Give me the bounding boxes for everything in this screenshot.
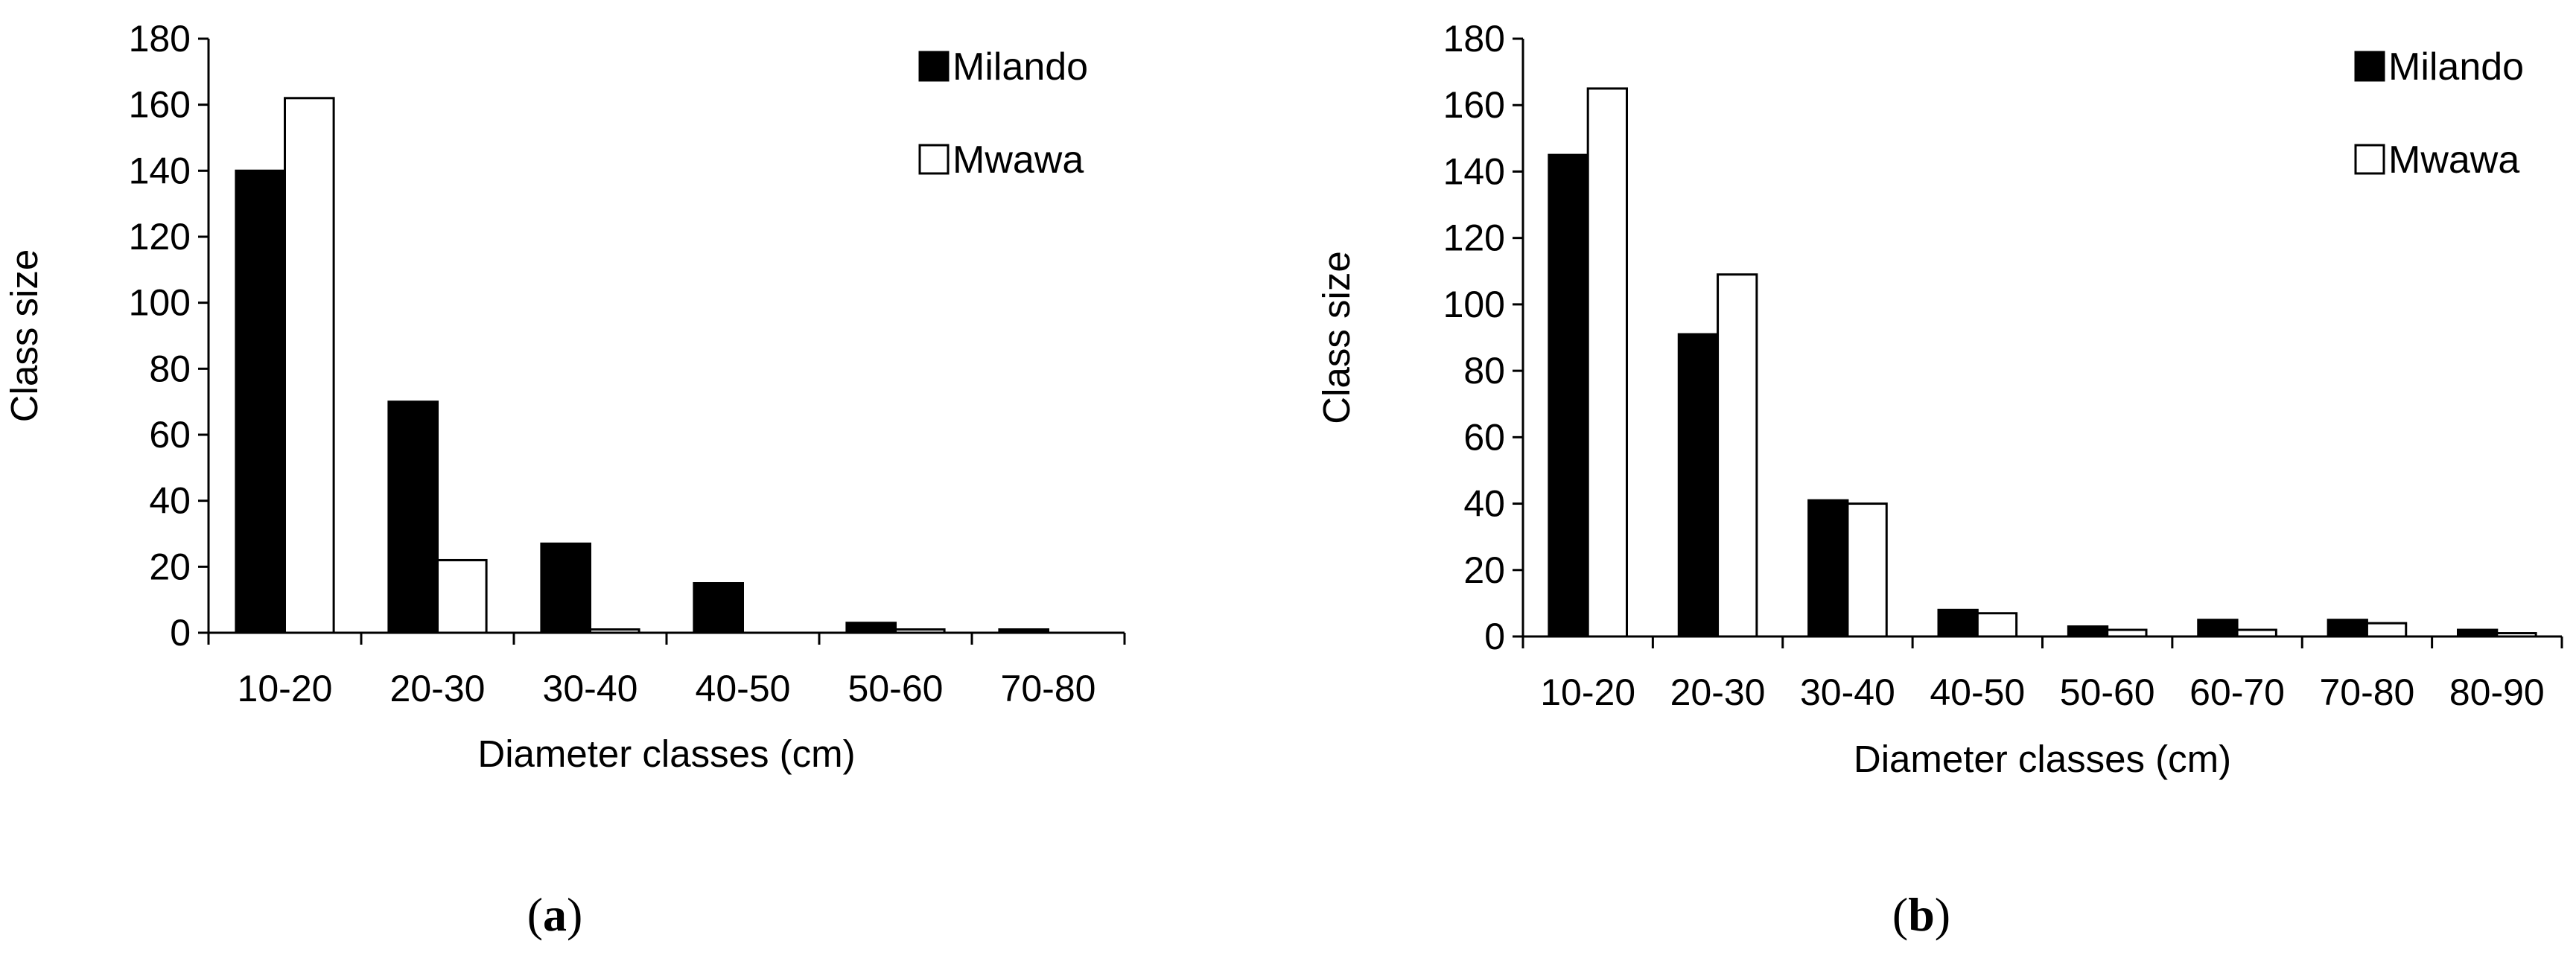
bar-mwawa-20-30 [1717,273,1758,638]
y-tick-label: 0 [1484,616,1505,657]
x-tick-label: 30-40 [1800,671,1895,713]
y-tick-label: 60 [149,414,191,456]
x-tick-label: 30-40 [543,668,638,709]
y-tick-label: 20 [1463,549,1505,591]
bar-mwawa-20-30 [436,558,488,634]
bar-milando-30-40 [1807,499,1849,638]
legend-swatch-mwawa [918,144,950,175]
y-axis-title: Class size [1315,251,1358,424]
bar-milando-50-60 [2067,625,2109,638]
legend-swatch-mwawa [2354,144,2385,175]
bar-milando-30-40 [540,542,592,634]
bar-milando-70-80 [2327,619,2368,638]
y-tick-label: 80 [149,348,191,389]
x-tick-label: 20-30 [1670,671,1766,713]
x-tick-label: 10-20 [238,668,333,709]
legend-swatch-milando [2354,51,2385,82]
bar-mwawa-80-90 [2496,632,2537,638]
bar-mwawa-50-60 [2106,628,2148,638]
bar-milando-80-90 [2457,628,2499,638]
panel-caption-a: (a) [527,888,583,941]
x-tick-label: 50-60 [2060,671,2155,713]
y-tick-label: 120 [1443,217,1505,259]
x-axis-title: Diameter classes (cm) [477,733,855,775]
y-axis-title: Class size [3,249,45,422]
legend-label-mwawa: Mwawa [953,138,1084,182]
y-tick-label: 40 [149,480,191,522]
y-tick-label: 100 [1443,284,1505,325]
bar-milando-40-50 [693,582,745,634]
bar-mwawa-50-60 [894,628,946,634]
x-tick-label: 60-70 [2189,671,2285,713]
bar-milando-70-80 [998,628,1050,634]
bar-milando-40-50 [1937,608,1979,638]
bar-milando-60-70 [2197,619,2239,638]
y-tick-label: 20 [149,546,191,587]
bar-mwawa-30-40 [589,628,640,634]
y-tick-label: 120 [129,216,191,258]
y-tick-label: 0 [170,612,191,654]
legend-label-milando: Milando [953,45,1088,89]
x-tick-label: 80-90 [2449,671,2545,713]
bar-milando-50-60 [845,622,897,634]
bar-mwawa-70-80 [2365,622,2408,638]
bar-mwawa-30-40 [1846,502,1888,638]
y-tick-label: 40 [1463,483,1505,525]
x-tick-label: 40-50 [1930,671,2025,713]
y-tick-label: 140 [1443,150,1505,192]
legend-label-mwawa: Mwawa [2388,138,2519,182]
y-tick-label: 180 [129,18,191,60]
bar-milando-20-30 [387,400,439,634]
panel-caption-b: (b) [1892,888,1950,941]
y-tick-label: 160 [1443,84,1505,126]
bar-milando-10-20 [235,169,286,634]
bar-mwawa-60-70 [2236,628,2277,638]
chart-b: 0 20 40 60 80 100 120 140 160 180 10-20 20-30 30-40 4… [1315,18,2563,941]
bar-mwawa-10-20 [1586,87,1628,638]
bar-milando-20-30 [1677,333,1720,638]
x-axis-title: Diameter classes (cm) [1854,738,2231,780]
x-tick-label: 70-80 [1001,668,1096,709]
y-tick-label: 140 [129,150,191,191]
x-tick-label: 40-50 [696,668,791,709]
y-tick-label: 180 [1443,18,1505,60]
y-tick-label: 160 [129,84,191,126]
y-tick-label: 80 [1463,350,1505,392]
chart-a: 0 20 40 60 80 100 120 140 160 180 10-20 20-30 30-40 4… [3,18,1126,941]
bar-mwawa-40-50 [1976,612,2018,638]
x-tick-label: 50-60 [848,668,944,709]
y-tick-label: 100 [129,282,191,324]
legend-swatch-milando [918,51,950,82]
x-tick-label: 20-30 [390,668,486,709]
y-tick-label: 60 [1463,416,1505,458]
bar-milando-10-20 [1548,153,1589,638]
legend-label-milando: Milando [2388,45,2524,89]
x-tick-label: 10-20 [1540,671,1635,713]
x-tick-label: 70-80 [2319,671,2414,713]
bar-mwawa-10-20 [284,97,335,634]
